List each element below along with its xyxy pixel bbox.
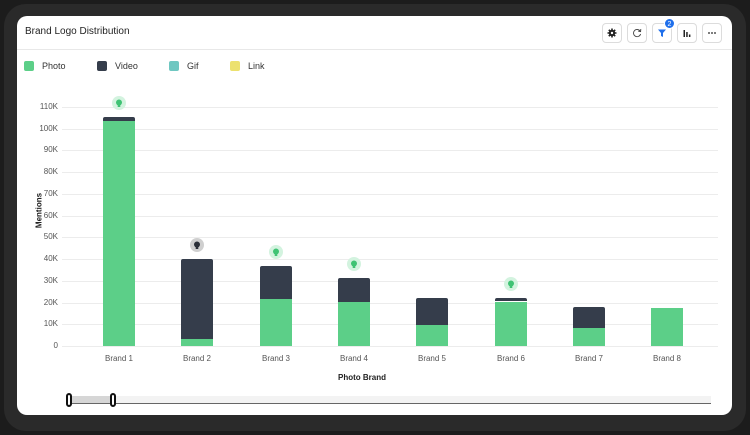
widget-title: Brand Logo Distribution (25, 26, 130, 37)
bar-segment-video[interactable] (495, 298, 527, 301)
legend-item-link[interactable]: Link (230, 61, 265, 71)
chart-widget: Brand Logo Distribution (17, 16, 732, 415)
gridline (62, 107, 718, 108)
bar-segment-photo[interactable] (495, 302, 527, 346)
y-tick-label: 80K (43, 167, 58, 176)
bar-chart-icon (683, 30, 691, 37)
insight-lightbulb-icon[interactable] (269, 245, 283, 259)
x-tick-label: Brand 7 (574, 354, 604, 363)
widget-header: Brand Logo Distribution (17, 16, 732, 50)
x-tick-label: Brand 5 (417, 354, 447, 363)
bar-brand-7[interactable] (573, 307, 605, 346)
range-slider-track[interactable] (69, 396, 711, 404)
bar-brand-3[interactable] (260, 266, 292, 346)
x-axis-label: Photo Brand (338, 373, 386, 382)
gif-swatch (169, 61, 179, 71)
bar-segment-video[interactable] (338, 278, 370, 302)
bar-brand-8[interactable] (651, 308, 683, 346)
legend-label: Gif (187, 61, 199, 71)
gridline (62, 281, 718, 282)
gridline (62, 237, 718, 238)
gridline (62, 259, 718, 260)
filter-icon (658, 29, 666, 37)
x-tick-label: Brand 4 (339, 354, 369, 363)
chart-type-button[interactable] (677, 23, 697, 43)
chart-plot-area: 0 10K 20K 30K 40K 50K 60K 70K 80K 90K 100K 110K Bran… (17, 16, 732, 415)
link-swatch (230, 61, 240, 71)
insight-lightbulb-icon[interactable] (504, 277, 518, 291)
bar-brand-2[interactable] (181, 259, 213, 346)
y-tick-label: 30K (43, 276, 58, 285)
bar-segment-video[interactable] (260, 266, 292, 299)
bar-brand-4[interactable] (338, 278, 370, 346)
legend-label: Video (115, 61, 138, 71)
y-tick-label: 40K (43, 254, 58, 263)
bar-segment-photo[interactable] (416, 325, 448, 346)
legend-label: Link (248, 61, 265, 71)
x-tick-label: Brand 3 (261, 354, 291, 363)
more-button[interactable] (702, 23, 722, 43)
y-tick-label: 60K (43, 211, 58, 220)
x-tick-label: Brand 2 (182, 354, 212, 363)
bar-segment-video[interactable] (416, 298, 448, 325)
settings-button[interactable] (602, 23, 622, 43)
range-slider-start-handle[interactable] (66, 393, 72, 407)
insight-lightbulb-icon[interactable] (347, 257, 361, 271)
insight-lightbulb-icon[interactable] (190, 238, 204, 252)
refresh-icon (633, 28, 642, 38)
y-tick-label: 20K (43, 298, 58, 307)
y-tick-label: 50K (43, 232, 58, 241)
gridline (62, 194, 718, 195)
legend-item-video[interactable]: Video (97, 61, 138, 71)
y-tick-label: 100K (39, 124, 58, 133)
bar-segment-video[interactable] (573, 307, 605, 328)
bar-segment-video[interactable] (103, 117, 135, 121)
range-slider-selection[interactable] (69, 396, 114, 404)
bar-brand-6[interactable] (495, 298, 527, 346)
x-tick-label: Brand 6 (496, 354, 526, 363)
gridline (62, 303, 718, 304)
bar-segment-video[interactable] (181, 259, 213, 339)
bar-segment-photo[interactable] (573, 328, 605, 346)
y-tick-label: 0 (53, 341, 58, 350)
y-axis-label: Mentions (34, 192, 44, 229)
filter-button[interactable]: 2 (652, 18, 675, 43)
bar-segment-photo[interactable] (651, 308, 683, 346)
y-tick-label: 90K (43, 145, 58, 154)
filter-count-badge: 2 (664, 18, 675, 29)
insight-lightbulb-icon[interactable] (112, 96, 126, 110)
photo-swatch (24, 61, 34, 71)
bar-segment-photo[interactable] (338, 302, 370, 346)
bar-segment-photo[interactable] (103, 121, 135, 346)
bar-brand-1[interactable] (103, 117, 135, 346)
legend-label: Photo (42, 61, 66, 71)
bar-brand-5[interactable] (416, 298, 448, 346)
x-tick-label: Brand 1 (104, 354, 134, 363)
range-slider-end-handle[interactable] (110, 393, 116, 407)
bar-segment-photo[interactable] (181, 339, 213, 346)
gridline (62, 129, 718, 130)
more-horizontal-icon (708, 32, 716, 34)
legend-item-photo[interactable]: Photo (24, 61, 66, 71)
gridline (62, 172, 718, 173)
gridline (62, 150, 718, 151)
gridline (62, 216, 718, 217)
gridline (62, 346, 718, 347)
gridline (62, 324, 718, 325)
bar-segment-photo[interactable] (260, 299, 292, 346)
widget-toolbar: 2 (602, 18, 722, 43)
y-tick-label: 110K (39, 102, 58, 111)
x-tick-label: Brand 8 (652, 354, 682, 363)
legend-item-gif[interactable]: Gif (169, 61, 199, 71)
refresh-button[interactable] (627, 23, 647, 43)
y-tick-label: 10K (43, 319, 58, 328)
y-tick-label: 70K (43, 189, 58, 198)
gear-icon (607, 28, 617, 38)
video-swatch (97, 61, 107, 71)
